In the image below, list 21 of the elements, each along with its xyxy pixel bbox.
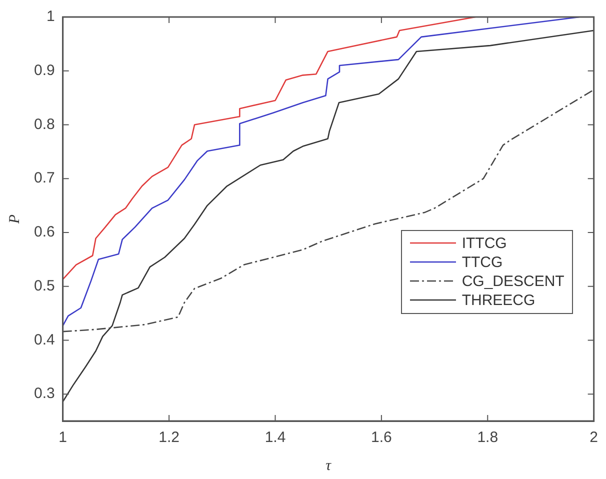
x-tick-label: 1.4 bbox=[264, 429, 286, 446]
y-tick-label: 1 bbox=[46, 8, 55, 26]
y-tick-label: 0.6 bbox=[34, 224, 55, 241]
x-tick-label: 1.6 bbox=[371, 429, 392, 446]
y-tick-label: 0.3 bbox=[34, 385, 55, 402]
y-tick-label: 0.5 bbox=[34, 277, 55, 294]
y-tick-label: 0.7 bbox=[34, 170, 55, 187]
y-tick-label: 0.4 bbox=[34, 331, 55, 348]
legend-label: CG_DESCENT bbox=[462, 272, 564, 290]
x-tick-label: 1 bbox=[58, 429, 68, 446]
x-tick-label: 1.2 bbox=[158, 429, 180, 446]
legend-label: ITTCG bbox=[462, 234, 507, 252]
legend-label: TTCG bbox=[462, 254, 503, 271]
y-axis-title: P bbox=[6, 214, 23, 225]
x-tick-label: 1.8 bbox=[477, 429, 498, 446]
x-axis-title: τ bbox=[326, 458, 332, 474]
line-series bbox=[62, 89, 594, 332]
legend-label: THREECG bbox=[462, 292, 536, 309]
y-tick-label: 0.9 bbox=[34, 62, 55, 80]
x-tick-label: 2 bbox=[590, 429, 598, 446]
y-tick-label: 0.8 bbox=[34, 116, 55, 133]
